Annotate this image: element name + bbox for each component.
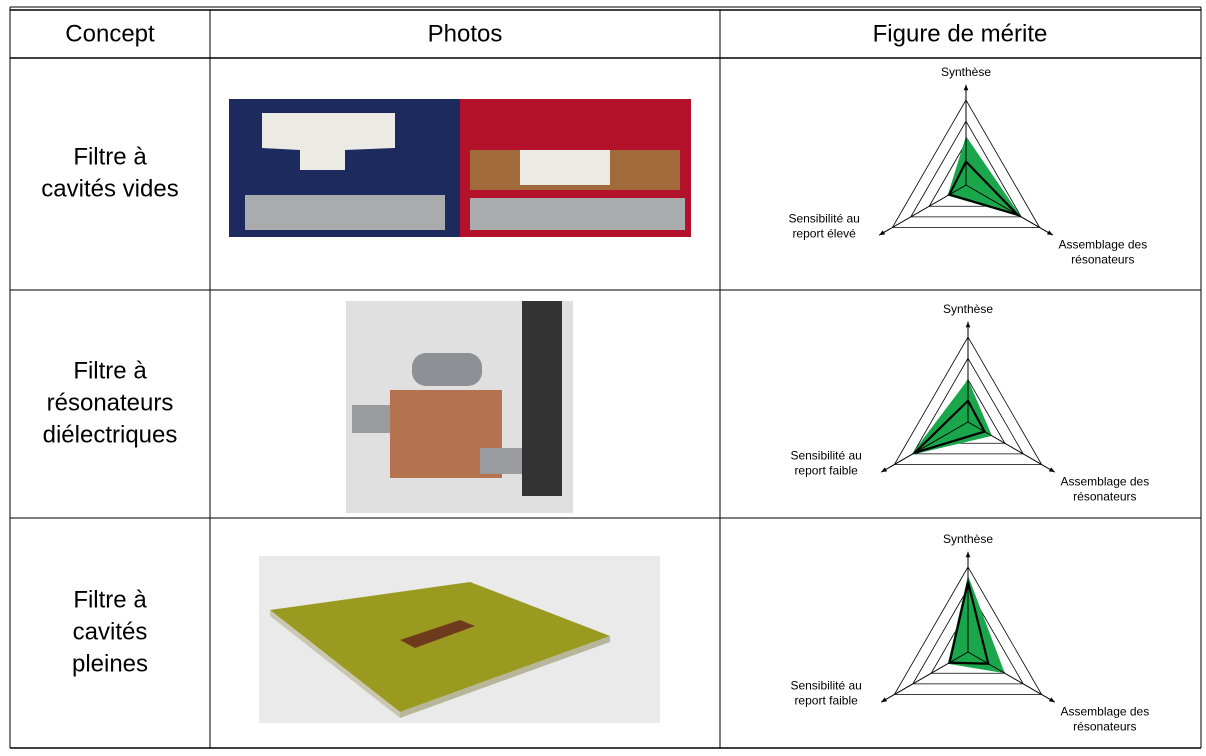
axis-arrow xyxy=(1048,467,1055,473)
axis-arrow xyxy=(965,321,971,328)
table-borders xyxy=(9,6,1202,749)
text-line: résonateurs xyxy=(47,389,174,416)
text-line: Assemblage des xyxy=(1061,704,1150,718)
text-line: Filtre à xyxy=(73,143,147,170)
text-line: Synthèse xyxy=(943,532,993,546)
text-line: cavités xyxy=(73,618,148,645)
text-line: résonateurs xyxy=(1073,489,1136,503)
radar-axis xyxy=(967,421,1056,473)
radar-axis xyxy=(878,184,967,236)
axis-arrow xyxy=(881,697,888,703)
radar-line xyxy=(948,581,990,665)
text-line: Assemblage des xyxy=(1059,237,1148,251)
photo-3 xyxy=(259,556,660,723)
text-line: Synthèse xyxy=(943,302,993,316)
axis-arrow xyxy=(881,467,888,473)
radar-line xyxy=(913,398,987,454)
axis-arrow xyxy=(1048,697,1055,703)
photo-1 xyxy=(229,99,691,237)
column-header: Photos xyxy=(428,20,503,47)
axis-arrow xyxy=(879,230,886,236)
text-line: report faible xyxy=(794,693,858,707)
text-line: Filtre à xyxy=(73,357,147,384)
axis-arrow xyxy=(965,551,971,558)
radar-chart xyxy=(880,551,1056,703)
radar-axis xyxy=(880,651,969,703)
grid-ring xyxy=(891,99,1041,228)
radar-line xyxy=(947,159,1022,217)
radar-axis xyxy=(965,184,1054,236)
text-line: Assemblage des xyxy=(1061,474,1150,488)
grid-ring xyxy=(893,336,1043,465)
column-header: Figure de mérite xyxy=(873,20,1048,47)
radar-area xyxy=(947,575,1005,674)
axis-arrow xyxy=(963,84,969,91)
radar-axis xyxy=(967,651,1056,703)
text-line: Filtre à xyxy=(73,586,147,613)
radar-chart xyxy=(880,321,1056,473)
axis-arrow xyxy=(1046,230,1053,236)
radar-axis xyxy=(880,421,969,473)
text-line: Sensibilité au xyxy=(790,678,861,692)
text-line: Synthèse xyxy=(941,65,991,79)
text-line: cavités vides xyxy=(41,175,178,202)
text-line: Sensibilité au xyxy=(790,448,861,462)
text-line: pleines xyxy=(72,650,148,677)
column-header: Concept xyxy=(65,20,155,47)
text-line: report faible xyxy=(794,463,858,477)
grid-ring xyxy=(910,120,1022,218)
text-line: Sensibilité au xyxy=(788,211,859,225)
grid-ring xyxy=(912,587,1024,685)
photo-2 xyxy=(346,301,573,513)
text-line: résonateurs xyxy=(1073,719,1136,733)
radar-chart xyxy=(878,84,1054,236)
text-line: report élevé xyxy=(792,226,856,240)
text-line: diélectriques xyxy=(43,421,178,448)
header-row: Concept Photos Figure de mérite xyxy=(65,20,1047,47)
text-line: résonateurs xyxy=(1071,252,1134,266)
grid-ring xyxy=(893,566,1043,695)
grid-ring xyxy=(912,357,1024,455)
